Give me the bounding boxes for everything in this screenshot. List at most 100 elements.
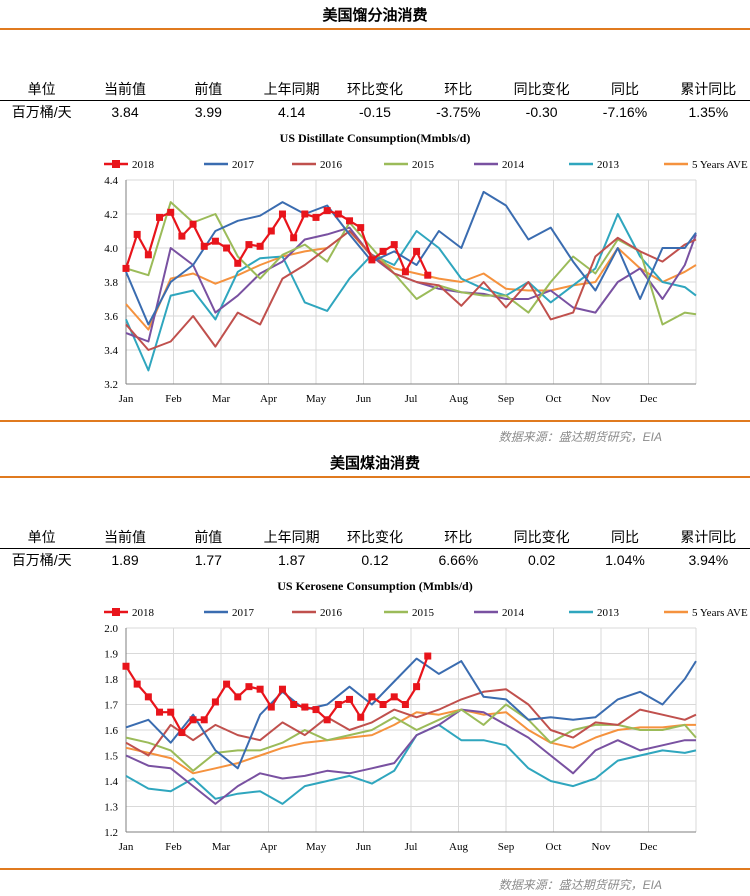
value-last-year: 4.14	[278, 104, 306, 120]
x-tick-label: Feb	[165, 841, 182, 853]
series-line-2018	[124, 209, 429, 276]
header-mom-change: 环比变化	[333, 78, 417, 101]
chart-title: US Distillate Consumption(Mmbls/d)	[280, 131, 471, 145]
section-title: 美国馏分油消费	[322, 7, 428, 24]
legend-marker	[112, 160, 120, 168]
data-point-2018	[290, 234, 298, 242]
x-tick-label: May	[306, 393, 327, 405]
data-point-2018	[144, 251, 152, 259]
data-point-2018	[245, 241, 253, 249]
series-line-2013	[125, 213, 697, 372]
y-tick-label: 3.2	[104, 379, 118, 391]
header-current: 当前值	[83, 78, 167, 101]
data-point-2018	[234, 259, 242, 267]
series-line-2017	[125, 657, 697, 770]
header-mom: 环比	[416, 526, 500, 549]
x-tick-label: Dec	[640, 393, 658, 405]
legend-label: 2018	[132, 607, 155, 619]
x-tick-label: Mar	[212, 393, 231, 405]
data-point-2018	[156, 708, 164, 716]
series-line-5-years-ave	[125, 708, 696, 775]
data-point-2018	[256, 242, 264, 250]
data-point-2018	[122, 264, 130, 272]
x-tick-label: Feb	[165, 393, 182, 405]
value-mom: 6.66%	[438, 552, 479, 568]
y-tick-label: 1.4	[104, 776, 118, 788]
series-line-2016	[125, 230, 697, 351]
y-tick-label: 1.6	[104, 725, 118, 737]
data-point-2018	[211, 698, 219, 706]
source-note: 数据来源：盛达期货研究，EIA	[498, 878, 662, 892]
data-point-2018	[234, 693, 242, 701]
data-point-2018	[301, 703, 309, 711]
x-tick-label: Jun	[356, 841, 372, 853]
source-note: 数据来源：盛达期货研究，EIA	[498, 430, 662, 444]
value-current: 3.84	[111, 104, 139, 120]
data-point-2018	[379, 701, 387, 708]
x-tick-label: Jan	[119, 841, 134, 853]
value-current: 1.89	[111, 552, 139, 568]
divider	[0, 476, 750, 478]
legend-label: 2017	[232, 159, 255, 171]
legend-label: 2013	[597, 159, 620, 171]
series-line-2017	[125, 190, 697, 326]
value-mom: -3.75%	[436, 104, 481, 120]
y-tick-label: 4.4	[104, 175, 118, 187]
data-point-2018	[290, 701, 298, 708]
divider	[0, 420, 750, 422]
data-point-2018	[267, 227, 275, 235]
divider	[0, 868, 750, 870]
data-point-2018	[144, 693, 152, 701]
header-previous: 前值	[166, 78, 250, 101]
y-tick-label: 3.6	[104, 311, 118, 323]
y-tick-label: 1.7	[104, 700, 118, 712]
x-tick-label: Jun	[356, 393, 372, 405]
header-last-year: 上年同期	[249, 78, 334, 101]
value-unit: 百万桶/天	[11, 104, 72, 120]
section-title: 美国煤油消费	[329, 455, 420, 472]
data-point-2018	[301, 210, 309, 218]
x-tick-label: Sep	[498, 841, 515, 853]
x-tick-label: Nov	[592, 841, 611, 853]
y-tick-label: 4.0	[104, 243, 118, 255]
header-mom-change: 环比变化	[333, 526, 417, 549]
data-point-2018	[200, 716, 208, 724]
data-point-2018	[278, 210, 286, 218]
data-point-2018	[245, 683, 253, 691]
y-tick-label: 1.8	[104, 674, 118, 686]
data-point-2018	[122, 662, 130, 670]
legend-label: 2014	[502, 159, 525, 171]
data-point-2018	[401, 268, 409, 276]
header-last-year: 上年同期	[249, 526, 334, 549]
y-tick-label: 1.2	[104, 827, 118, 839]
legend-label: 2015	[412, 607, 435, 619]
data-point-2018	[424, 271, 432, 279]
data-point-2018	[334, 210, 342, 218]
value-yoy-change: 0.02	[528, 552, 556, 568]
data-point-2018	[390, 693, 398, 701]
data-point-2018	[211, 237, 219, 245]
series-line-5-years-ave	[125, 230, 697, 331]
header-yoy: 同比	[583, 78, 667, 101]
x-tick-label: Oct	[546, 841, 562, 853]
data-point-2018	[178, 729, 186, 737]
legend-label: 5 Years AVE	[692, 607, 748, 619]
data-point-2018	[178, 232, 186, 240]
x-tick-label: Mar	[212, 841, 231, 853]
x-tick-label: Sep	[498, 393, 515, 405]
stats-header-row: 单位 当前值 前值 上年同期 环比变化 环比 同比变化 同比 累计同比	[0, 526, 750, 549]
chart-title: US Kerosene Consumption (Mmbls/d)	[277, 579, 472, 593]
x-tick-label: Nov	[592, 393, 611, 405]
y-tick-label: 1.9	[104, 649, 118, 661]
header-yoy: 同比	[583, 526, 667, 549]
stats-header-row: 单位 当前值 前值 上年同期 环比变化 环比 同比变化 同比 累计同比	[0, 78, 750, 101]
x-tick-label: May	[306, 841, 327, 853]
y-tick-label: 4.2	[104, 209, 118, 221]
value-cum-yoy: 1.35%	[688, 104, 729, 120]
legend-label: 2016	[320, 607, 343, 619]
distillate-chart: US Distillate Consumption(Mmbls/d) 2018 20…	[104, 131, 748, 405]
data-point-2018	[413, 683, 421, 691]
header-current: 当前值	[83, 526, 167, 549]
header-yoy-change: 同比变化	[499, 526, 584, 549]
y-tick-label: 1.3	[104, 802, 118, 814]
